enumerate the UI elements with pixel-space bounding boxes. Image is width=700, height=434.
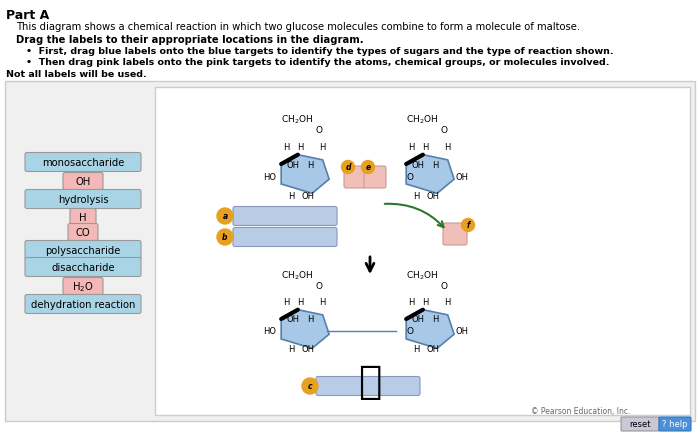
Text: OH: OH	[456, 173, 468, 182]
Text: H: H	[318, 298, 326, 307]
Text: H: H	[318, 143, 326, 152]
Text: OH: OH	[412, 315, 424, 324]
Text: H: H	[432, 315, 438, 324]
Text: H: H	[288, 345, 294, 354]
FancyBboxPatch shape	[621, 417, 659, 431]
Text: reset: reset	[629, 420, 651, 428]
Text: hydrolysis: hydrolysis	[57, 194, 108, 204]
Text: H: H	[297, 298, 303, 307]
FancyBboxPatch shape	[316, 377, 420, 395]
FancyBboxPatch shape	[70, 209, 96, 226]
Text: f: f	[466, 221, 470, 230]
FancyBboxPatch shape	[25, 153, 141, 172]
Text: H: H	[79, 213, 87, 223]
Circle shape	[302, 378, 318, 394]
Text: CO: CO	[76, 227, 90, 237]
Text: H: H	[408, 298, 414, 307]
Circle shape	[461, 219, 475, 232]
Text: O: O	[440, 282, 447, 291]
Text: ? help: ? help	[662, 420, 687, 428]
Polygon shape	[281, 310, 329, 349]
Text: OH: OH	[302, 192, 314, 201]
Text: H: H	[422, 143, 428, 152]
Text: H: H	[283, 298, 289, 307]
FancyBboxPatch shape	[5, 82, 695, 421]
FancyBboxPatch shape	[25, 258, 141, 277]
Text: monosaccharide: monosaccharide	[42, 158, 124, 168]
Text: H: H	[444, 143, 450, 152]
Circle shape	[361, 161, 374, 174]
Text: OH: OH	[456, 327, 468, 336]
Text: CH$_2$OH: CH$_2$OH	[281, 269, 313, 282]
Text: Not all labels will be used.: Not all labels will be used.	[6, 70, 147, 79]
FancyBboxPatch shape	[25, 241, 141, 260]
Text: This diagram shows a chemical reaction in which two glucose molecules combine to: This diagram shows a chemical reaction i…	[16, 22, 580, 32]
Text: OH: OH	[302, 345, 314, 354]
Polygon shape	[406, 310, 454, 349]
Text: H: H	[432, 161, 438, 170]
Text: O: O	[407, 327, 414, 336]
Text: H: H	[413, 192, 419, 201]
Text: OH: OH	[76, 177, 90, 187]
Text: OH: OH	[426, 345, 440, 354]
Text: © Pearson Education, Inc.: © Pearson Education, Inc.	[531, 407, 630, 415]
Text: ⏟: ⏟	[358, 362, 382, 400]
Text: d: d	[345, 163, 351, 172]
FancyBboxPatch shape	[68, 224, 98, 241]
FancyBboxPatch shape	[344, 167, 366, 188]
Text: H: H	[307, 315, 313, 324]
Circle shape	[217, 230, 233, 246]
Text: HO: HO	[263, 327, 276, 336]
Text: H: H	[413, 345, 419, 354]
FancyBboxPatch shape	[233, 207, 337, 226]
Text: H$_2$O: H$_2$O	[72, 279, 94, 293]
Text: HO: HO	[263, 173, 276, 182]
FancyBboxPatch shape	[155, 88, 690, 415]
Text: H: H	[408, 143, 414, 152]
Text: O: O	[316, 282, 323, 291]
Text: H: H	[297, 143, 303, 152]
Polygon shape	[281, 155, 329, 194]
Text: O: O	[407, 173, 414, 182]
Polygon shape	[406, 155, 454, 194]
Text: OH: OH	[412, 161, 424, 170]
Text: Part A: Part A	[6, 9, 49, 22]
Text: a: a	[223, 212, 228, 221]
Text: H: H	[307, 161, 313, 170]
Text: CH$_2$OH: CH$_2$OH	[406, 113, 438, 126]
Text: Drag the labels to their appropriate locations in the diagram.: Drag the labels to their appropriate loc…	[16, 35, 363, 45]
Text: •  First, drag blue labels onto the blue targets to identify the types of sugars: • First, drag blue labels onto the blue …	[26, 47, 614, 56]
Text: CH$_2$OH: CH$_2$OH	[406, 269, 438, 282]
Text: polysaccharide: polysaccharide	[46, 246, 120, 256]
Text: b: b	[223, 233, 228, 242]
Text: H: H	[444, 298, 450, 307]
Text: O: O	[316, 126, 323, 135]
Text: •  Then drag pink labels onto the pink targets to identify the atoms, chemical g: • Then drag pink labels onto the pink ta…	[26, 58, 610, 67]
Text: OH: OH	[286, 161, 300, 170]
Text: O: O	[440, 126, 447, 135]
Text: OH: OH	[286, 315, 300, 324]
FancyBboxPatch shape	[63, 278, 103, 295]
FancyBboxPatch shape	[443, 224, 467, 246]
Text: H: H	[422, 298, 428, 307]
Text: H: H	[283, 143, 289, 152]
FancyBboxPatch shape	[659, 417, 691, 431]
Text: disaccharide: disaccharide	[51, 263, 115, 273]
FancyBboxPatch shape	[364, 167, 386, 188]
Circle shape	[217, 208, 233, 224]
Text: OH: OH	[426, 192, 440, 201]
FancyBboxPatch shape	[25, 295, 141, 314]
Text: c: c	[308, 381, 312, 391]
FancyBboxPatch shape	[25, 190, 141, 209]
Text: e: e	[365, 163, 370, 172]
Text: CH$_2$OH: CH$_2$OH	[281, 113, 313, 126]
Circle shape	[342, 161, 354, 174]
FancyBboxPatch shape	[233, 228, 337, 247]
Text: H: H	[288, 192, 294, 201]
FancyBboxPatch shape	[63, 173, 103, 190]
Text: dehydration reaction: dehydration reaction	[31, 299, 135, 309]
